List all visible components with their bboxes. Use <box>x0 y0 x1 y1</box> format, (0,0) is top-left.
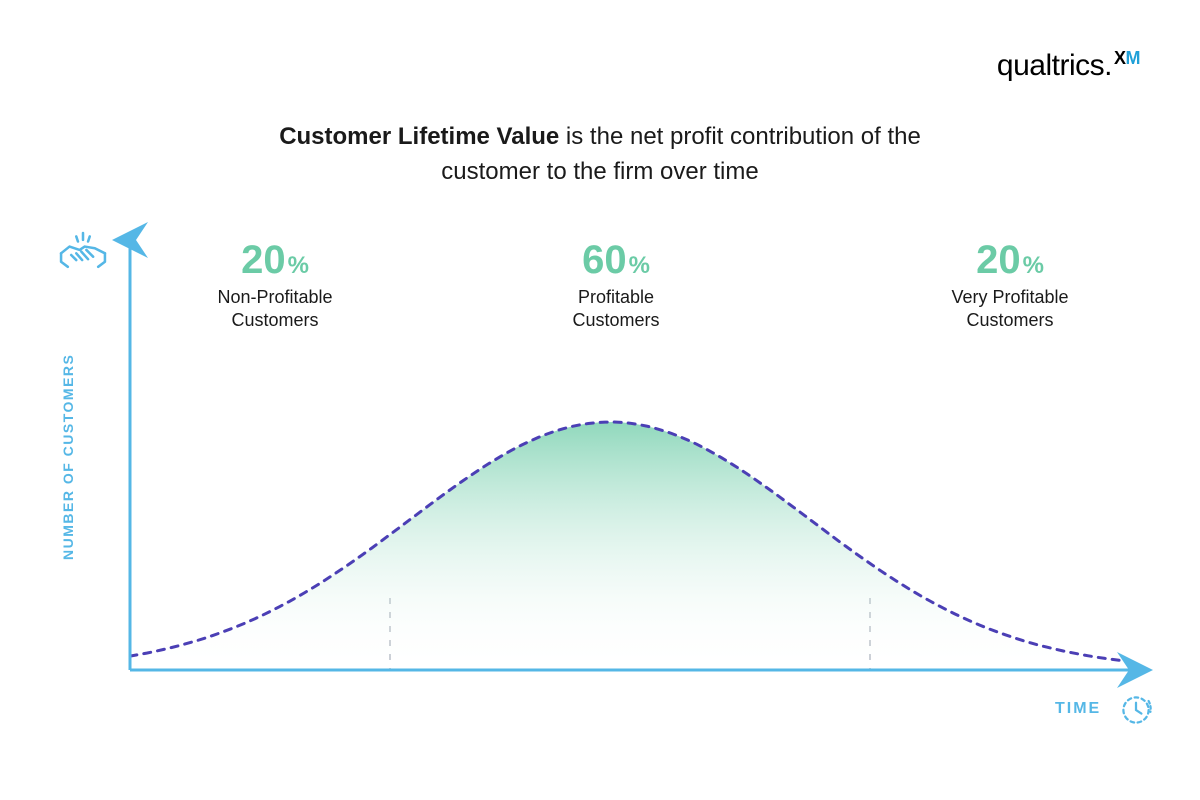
segment-label-1: 60% ProfitableCustomers <box>486 240 746 333</box>
title-rest-2: customer to the firm over time <box>441 158 758 185</box>
segment-desc: Non-ProfitableCustomers <box>145 286 405 333</box>
brand-suffix-x: X <box>1114 48 1126 68</box>
clock-icon <box>1118 692 1154 733</box>
handshake-icon <box>56 228 110 287</box>
brand-suffix: XM <box>1114 48 1140 68</box>
brand-name: qualtrics <box>997 49 1104 82</box>
page-title: Customer Lifetime Value is the net profi… <box>0 120 1200 190</box>
segment-label-0: 20% Non-ProfitableCustomers <box>145 240 405 333</box>
segment-percent: 20% <box>145 240 405 280</box>
segment-desc: ProfitableCustomers <box>486 286 746 333</box>
brand-dot: . <box>1104 49 1112 82</box>
title-rest-1: is the net profit contribution of the <box>559 123 921 150</box>
x-axis-label: TIME <box>1055 700 1101 718</box>
title-bold: Customer Lifetime Value <box>279 123 559 150</box>
segment-label-2: 20% Very ProfitableCustomers <box>880 240 1140 333</box>
brand-suffix-m: M <box>1126 48 1141 68</box>
bell-curve-fill <box>130 422 1130 670</box>
segment-desc: Very ProfitableCustomers <box>880 286 1140 333</box>
segment-percent: 60% <box>486 240 746 280</box>
brand-logo: qualtrics.XM <box>997 48 1140 83</box>
segment-percent: 20% <box>880 240 1140 280</box>
y-axis-label: NUMBER OF CUSTOMERS <box>60 354 76 560</box>
